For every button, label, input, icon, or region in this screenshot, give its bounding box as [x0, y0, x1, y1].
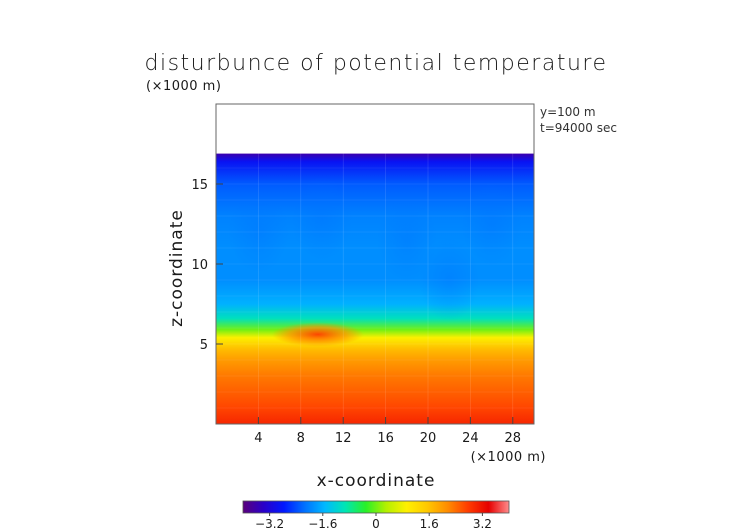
z-tick-label: 10 — [191, 258, 208, 273]
x-axis-label: x-coordinate — [317, 471, 436, 491]
x-tick-label: 12 — [335, 431, 352, 446]
x-tick-label: 28 — [505, 431, 522, 446]
colorbar-tick-label: −3.2 — [255, 517, 284, 531]
eddy-2 — [376, 198, 437, 282]
x-tick-label: 20 — [420, 431, 437, 446]
colorbar-tick-label: 1.6 — [420, 517, 439, 531]
colorbar-tick-label: 0 — [372, 517, 380, 531]
eddy-3 — [461, 182, 522, 266]
z-tick-label: 15 — [191, 178, 208, 193]
colorbar-ramp — [242, 500, 510, 514]
plot-area — [216, 104, 534, 424]
x-tick-label: 24 — [462, 431, 479, 446]
x-unit-label: (×1000 m) — [471, 450, 546, 465]
colorbar-tick-label: −1.6 — [308, 517, 337, 531]
eddy-0 — [228, 190, 289, 274]
eddy-1 — [292, 177, 352, 262]
x-tick-label: 16 — [377, 431, 394, 446]
x-tick-label: 4 — [254, 431, 262, 446]
x-axis-ticks: 4 8 12 16 20 24 28 — [254, 417, 521, 446]
colorbar: −3.2 −1.6 0 1.6 3.2 — [242, 500, 510, 531]
chart-title: disturbunce of potential temperature — [145, 51, 608, 76]
z-unit-label: (×1000 m) — [146, 79, 221, 94]
annotation-y: y=100 m — [540, 105, 596, 119]
x-tick-label: 8 — [297, 431, 305, 446]
z-tick-label: 5 — [200, 338, 208, 353]
z-axis-label: z-coordinate — [167, 209, 187, 327]
annotation-t: t=94000 sec — [540, 121, 617, 135]
colorbar-tick-label: 3.2 — [473, 517, 492, 531]
eddy-4 — [419, 238, 480, 322]
warm-anomaly — [271, 322, 364, 347]
z-axis-ticks: 5 10 15 — [191, 178, 223, 353]
